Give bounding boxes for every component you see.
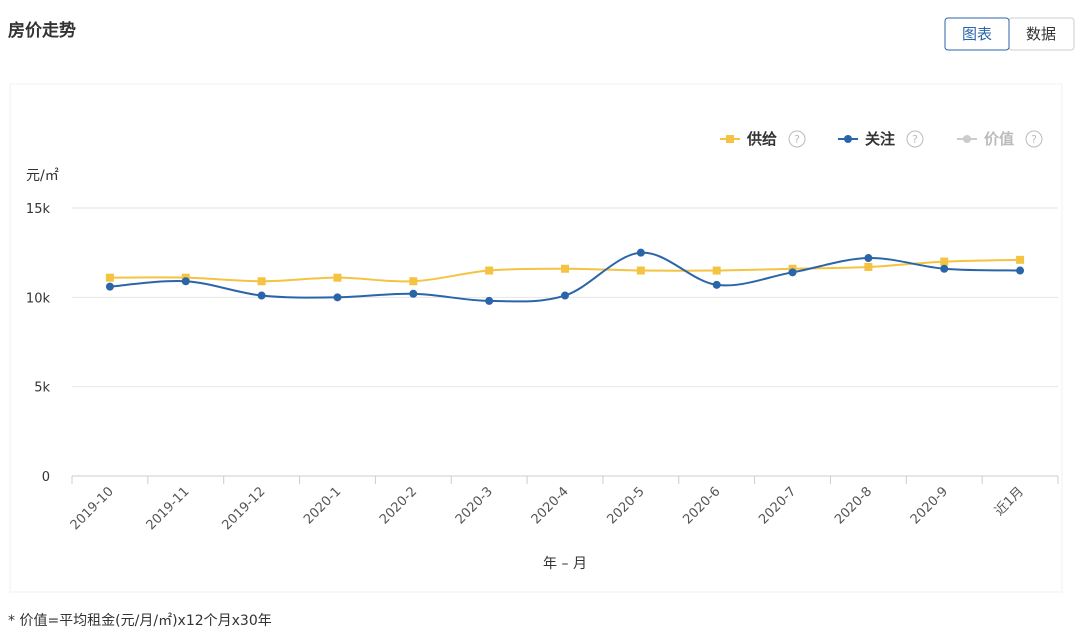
point bbox=[788, 268, 797, 277]
x-tick-label: 2020-5 bbox=[605, 484, 648, 527]
x-axis-label: 年 – 月 bbox=[543, 556, 587, 572]
point bbox=[333, 293, 342, 302]
point bbox=[864, 254, 873, 263]
x-tick-label: 2020-7 bbox=[756, 484, 799, 527]
x-tick-label: 2020-4 bbox=[529, 484, 572, 527]
x-tick-label: 近1月 bbox=[992, 484, 1027, 519]
point bbox=[257, 277, 266, 286]
point bbox=[257, 291, 266, 300]
point bbox=[181, 277, 190, 286]
point bbox=[409, 289, 418, 298]
x-tick-label: 2020-1 bbox=[301, 484, 344, 527]
help-icon-mark: ? bbox=[912, 133, 918, 146]
x-tick-label: 2020-8 bbox=[832, 484, 875, 527]
x-tick-label: 2019-12 bbox=[219, 484, 268, 533]
point bbox=[333, 273, 342, 282]
x-tick-label: 2019-10 bbox=[68, 484, 117, 533]
point bbox=[712, 280, 721, 289]
point bbox=[636, 248, 645, 257]
chart-panel bbox=[9, 83, 1063, 593]
y-tick-label: 10k bbox=[26, 291, 51, 306]
point bbox=[712, 266, 721, 275]
x-tick-label: 2019-11 bbox=[144, 484, 193, 533]
legend-marker bbox=[963, 135, 971, 143]
point bbox=[1016, 266, 1025, 275]
x-tick-label: 2020-3 bbox=[453, 484, 496, 527]
help-icon-mark: ? bbox=[794, 133, 800, 146]
legend-label: 价值 bbox=[984, 130, 1014, 148]
help-icon bbox=[906, 130, 924, 148]
point bbox=[561, 291, 569, 300]
point bbox=[940, 264, 949, 273]
point bbox=[636, 266, 645, 275]
x-tick-label: 2020-2 bbox=[377, 484, 420, 527]
point bbox=[485, 266, 494, 275]
footnote: * 价值=平均租金(元/月/㎡)x12个月x30年 bbox=[8, 613, 272, 629]
point bbox=[864, 262, 873, 271]
legend-marker bbox=[844, 135, 852, 143]
tab-button-active[interactable] bbox=[944, 17, 1010, 51]
legend-label: 供给 bbox=[746, 130, 777, 148]
point bbox=[1016, 255, 1025, 264]
point bbox=[561, 264, 569, 273]
help-icon bbox=[1025, 130, 1043, 148]
x-tick-label: 2020-6 bbox=[680, 484, 723, 527]
y-tick-label: 5k bbox=[34, 381, 50, 396]
tab-label[interactable]: 图表 bbox=[962, 25, 992, 43]
y-tick-label: 0 bbox=[42, 470, 50, 485]
point bbox=[105, 273, 114, 282]
point bbox=[105, 282, 114, 291]
y-axis-label: 元/㎡ bbox=[26, 168, 59, 184]
point bbox=[940, 257, 949, 266]
help-icon bbox=[788, 130, 806, 148]
page-title: 房价走势 bbox=[8, 20, 76, 41]
point bbox=[409, 277, 418, 286]
point bbox=[485, 296, 494, 305]
x-tick-label: 2020-9 bbox=[908, 484, 951, 527]
legend-label: 关注 bbox=[865, 130, 895, 148]
y-tick-label: 15k bbox=[26, 202, 51, 217]
tab-label[interactable]: 数据 bbox=[1026, 25, 1056, 43]
legend-marker bbox=[726, 135, 734, 143]
help-icon-mark: ? bbox=[1031, 133, 1037, 146]
